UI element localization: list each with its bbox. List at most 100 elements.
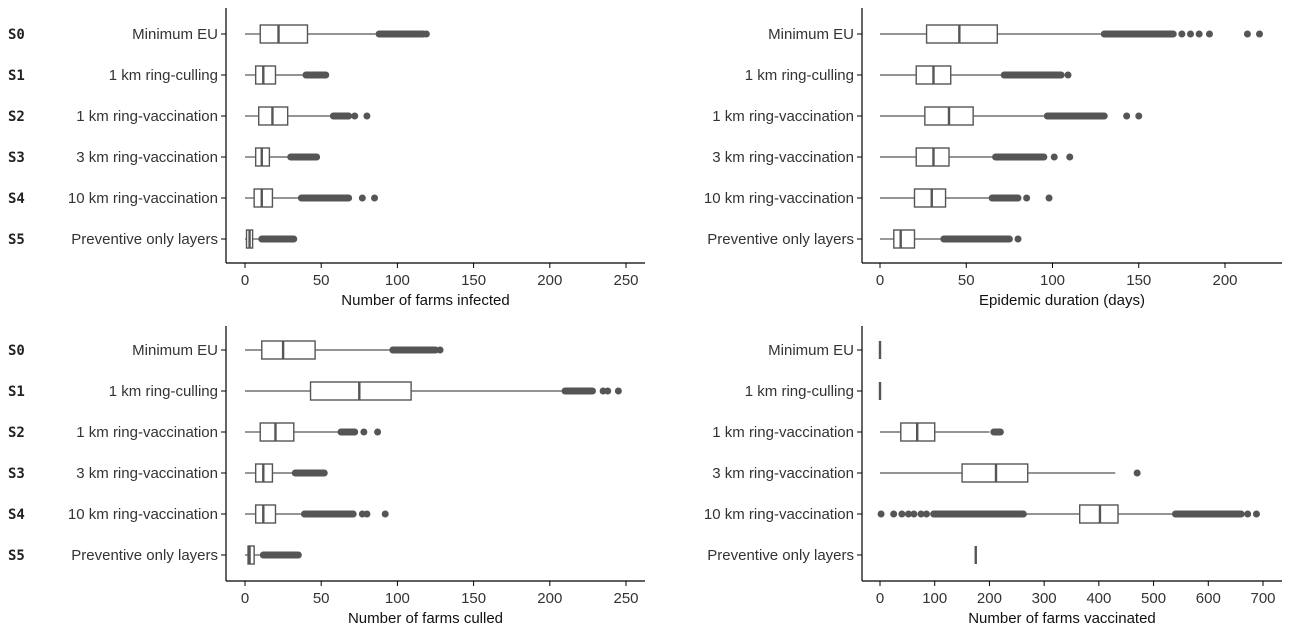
iqr-box [254, 65, 277, 85]
box-row: 3 km ring-vaccination [712, 147, 1074, 167]
outlier-point [436, 346, 444, 354]
outlier-point [877, 510, 885, 518]
outlier-point [890, 510, 898, 518]
scenario-code-label: S2 [8, 109, 25, 125]
outlier-point [1205, 30, 1213, 38]
outlier-point [1256, 30, 1263, 38]
outlier-point [1123, 112, 1131, 120]
scenario-code-label: S1 [8, 68, 25, 84]
x-tick-label: 0 [876, 272, 884, 289]
panel-4: 0 100 200 300 400 500 600 700 Number of farms va… [704, 326, 1282, 627]
outlier-cluster [988, 194, 1022, 202]
box-row: 1 km ring-culling S1 [8, 381, 622, 401]
outlier-cluster [992, 153, 1048, 161]
outlier-point [422, 30, 430, 38]
outlier-point [1050, 153, 1058, 161]
outlier-cluster [1100, 30, 1177, 38]
outlier-point [923, 510, 931, 518]
panel-2: 0 50 100 150 200 Epidemic duration (days) Mini… [704, 8, 1282, 309]
x-tick-label: 100 [385, 272, 410, 289]
box-row: Minimum EU S0 [8, 340, 444, 360]
scenario-code-label: S2 [8, 425, 25, 441]
outlier-cluster [291, 469, 328, 477]
x-tick-label: 100 [385, 590, 410, 607]
outlier-point [1187, 30, 1194, 38]
x-tick-label: 0 [241, 590, 249, 607]
outlier-point [898, 510, 906, 518]
box-row: 3 km ring-vaccination S3 [8, 463, 328, 483]
outlier-cluster [940, 235, 1013, 243]
category-label: 1 km ring-vaccination [712, 108, 854, 125]
scenario-code-label: S1 [8, 384, 25, 400]
outlier-point [374, 428, 382, 436]
x-tick-label: 0 [876, 590, 884, 607]
outlier-cluster [561, 387, 596, 395]
outlier-point [363, 112, 371, 120]
box-row: Minimum EU S0 [8, 24, 430, 44]
box-row: 1 km ring-culling [745, 382, 882, 400]
category-label: 1 km ring-culling [745, 383, 854, 400]
iqr-box [925, 24, 999, 44]
outlier-point [1244, 510, 1252, 518]
x-axis-title: Epidemic duration (days) [979, 292, 1145, 309]
outlier-cluster [287, 153, 321, 161]
outlier-cluster [302, 71, 330, 79]
outlier-point [381, 510, 389, 518]
x-tick-label: 150 [461, 272, 486, 289]
category-label: 1 km ring-culling [109, 383, 218, 400]
x-axis-title: Number of farms culled [348, 610, 503, 627]
scenario-code-label: S0 [8, 343, 25, 359]
box-row: 1 km ring-vaccination S2 [8, 106, 371, 126]
category-label: Preventive only layers [71, 231, 218, 248]
x-tick-label: 700 [1250, 590, 1275, 607]
outlier-point [1023, 194, 1031, 202]
outlier-cluster [1171, 510, 1245, 518]
category-label: 10 km ring-vaccination [704, 506, 854, 523]
scenario-code-label: S3 [8, 150, 25, 166]
category-label: Preventive only layers [707, 231, 854, 248]
category-label: 3 km ring-vaccination [712, 149, 854, 166]
panel-1: 0 50 100 150 200 250 Number of farms infected M… [8, 8, 645, 309]
x-tick-label: 100 [1040, 272, 1065, 289]
scenario-code-label: S5 [8, 232, 25, 248]
x-tick-label: 50 [313, 590, 330, 607]
scenario-code-label: S4 [8, 507, 25, 523]
category-label: Preventive only layers [71, 547, 218, 564]
outlier-point [1135, 112, 1143, 120]
outlier-point [917, 510, 925, 518]
iqr-box [893, 229, 916, 249]
scenario-code-label: S5 [8, 548, 25, 564]
box-row: Preventive only layers S5 [8, 229, 298, 249]
x-tick-label: 200 [977, 590, 1002, 607]
x-tick-label: 250 [613, 590, 638, 607]
x-tick-label: 150 [1126, 272, 1151, 289]
box-row: Preventive only layers S5 [8, 545, 302, 565]
box-row: Minimum EU [768, 341, 882, 359]
outlier-point [363, 510, 371, 518]
category-label: Minimum EU [132, 342, 218, 359]
scenario-code-label: S3 [8, 466, 25, 482]
box-row: 1 km ring-culling S1 [8, 65, 330, 85]
category-label: 3 km ring-vaccination [76, 149, 218, 166]
outlier-point [371, 194, 379, 202]
iqr-box [913, 188, 947, 208]
category-label: 1 km ring-culling [745, 67, 854, 84]
outlier-cluster [375, 30, 427, 38]
outlier-cluster [329, 112, 353, 120]
outlier-point [1045, 194, 1053, 202]
category-label: 1 km ring-vaccination [76, 108, 218, 125]
x-tick-label: 150 [461, 590, 486, 607]
outlier-point [614, 387, 622, 395]
outlier-point [1195, 30, 1203, 38]
x-tick-label: 200 [1212, 272, 1237, 289]
box-row: 10 km ring-vaccination [704, 188, 1053, 208]
box-row: 10 km ring-vaccination S4 [8, 504, 389, 524]
x-tick-label: 50 [958, 272, 975, 289]
iqr-box [254, 504, 277, 524]
outlier-cluster [389, 346, 439, 354]
box-row: 3 km ring-vaccination S3 [8, 147, 321, 167]
outlier-point [1064, 71, 1072, 79]
x-tick-label: 600 [1196, 590, 1221, 607]
box-row: 1 km ring-vaccination [712, 422, 1004, 442]
